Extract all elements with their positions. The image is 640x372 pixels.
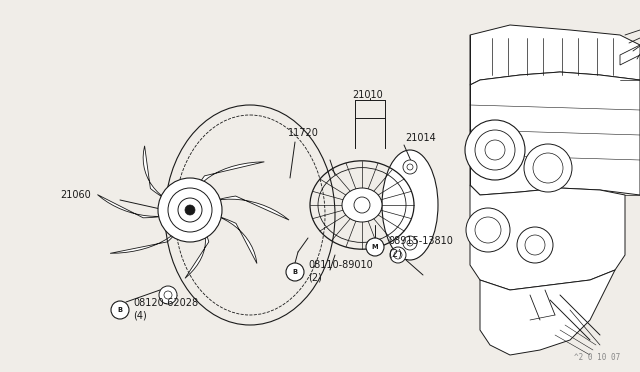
Circle shape: [403, 160, 417, 174]
Text: (4): (4): [133, 311, 147, 321]
Circle shape: [407, 164, 413, 170]
Circle shape: [158, 178, 222, 242]
Polygon shape: [470, 25, 640, 85]
Circle shape: [525, 235, 545, 255]
Circle shape: [475, 130, 515, 170]
Circle shape: [390, 247, 406, 263]
Polygon shape: [215, 196, 289, 220]
Text: M: M: [372, 244, 378, 250]
Circle shape: [394, 251, 402, 259]
Circle shape: [111, 301, 129, 319]
Polygon shape: [470, 185, 625, 290]
Text: 21010: 21010: [353, 90, 383, 100]
Polygon shape: [110, 229, 179, 253]
Text: B: B: [118, 307, 122, 313]
Circle shape: [533, 153, 563, 183]
Circle shape: [407, 240, 413, 246]
Circle shape: [185, 205, 195, 215]
Text: 08915-13810: 08915-13810: [388, 236, 453, 246]
Circle shape: [524, 144, 572, 192]
Text: 08110-89010: 08110-89010: [308, 260, 372, 270]
Circle shape: [475, 217, 501, 243]
Polygon shape: [185, 228, 209, 278]
Circle shape: [168, 188, 212, 232]
Circle shape: [403, 236, 417, 250]
Circle shape: [466, 208, 510, 252]
Circle shape: [178, 198, 202, 222]
Polygon shape: [470, 72, 640, 195]
Text: (2): (2): [308, 273, 322, 283]
Circle shape: [164, 291, 172, 299]
Text: ^2 0 10 07: ^2 0 10 07: [573, 353, 620, 362]
Circle shape: [354, 197, 370, 213]
Polygon shape: [480, 270, 615, 355]
Circle shape: [159, 286, 177, 304]
Text: 08120-62028: 08120-62028: [133, 298, 198, 308]
Text: 21014: 21014: [405, 133, 436, 143]
Text: (2): (2): [388, 249, 402, 259]
Polygon shape: [143, 146, 166, 199]
Ellipse shape: [382, 150, 438, 260]
Circle shape: [485, 140, 505, 160]
Polygon shape: [97, 195, 163, 218]
Circle shape: [366, 238, 384, 256]
Text: 21060: 21060: [60, 190, 91, 200]
Circle shape: [517, 227, 553, 263]
Circle shape: [465, 120, 525, 180]
Text: 11720: 11720: [288, 128, 319, 138]
Text: B: B: [292, 269, 298, 275]
Polygon shape: [620, 45, 640, 65]
Polygon shape: [196, 162, 264, 190]
Ellipse shape: [342, 188, 382, 222]
Polygon shape: [217, 216, 257, 263]
Circle shape: [286, 263, 304, 281]
